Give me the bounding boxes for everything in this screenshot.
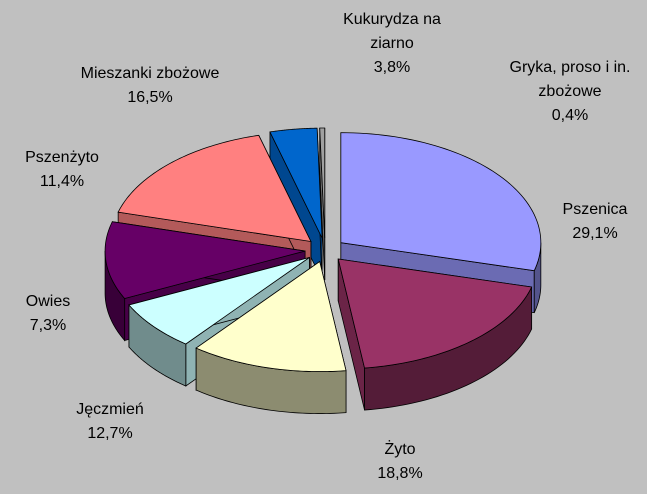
slice-label: Pszenżyto 11,4% [0,146,142,194]
value-label: 7,3% [29,317,67,334]
slice-label: Żyto 18,8% [320,438,480,486]
value-label: 12,7% [87,425,133,442]
slice [128,257,310,345]
value-label: 0,4% [551,107,589,124]
slice-label: Mieszanki zbożowe 16,5% [70,62,230,110]
value-label: 11,4% [39,173,85,190]
value-label: 18,8% [377,465,423,482]
slice [195,260,347,372]
category-label: Kukurydza na ziarno [343,11,441,52]
category-label: Mieszanki zbożowe [80,65,220,82]
slice [337,258,533,369]
category-label: Jęczmień [76,401,144,418]
category-label: Pszenżyto [25,149,99,166]
slice [104,221,306,299]
slice-label: Gryka, proso i in. zbożowe 0,4% [485,56,647,128]
value-label: 3,8% [373,59,411,76]
slice [340,132,542,272]
value-label: 16,5% [127,89,173,106]
slice-label: Jęczmień 12,7% [30,398,190,446]
slice-label: Owies 7,3% [0,290,128,338]
slice-label: Pszenica 29,1% [515,198,647,246]
slice [319,127,326,239]
category-label: Żyto [384,441,416,458]
category-label: Owies [25,293,71,310]
slice [117,134,312,242]
slice [269,127,323,239]
category-label: Pszenica [562,201,628,218]
category-label: Gryka, proso i in. zbożowe [509,59,631,100]
slice-label: Kukurydza na ziarno 3,8% [332,8,452,80]
value-label: 29,1% [572,225,618,242]
